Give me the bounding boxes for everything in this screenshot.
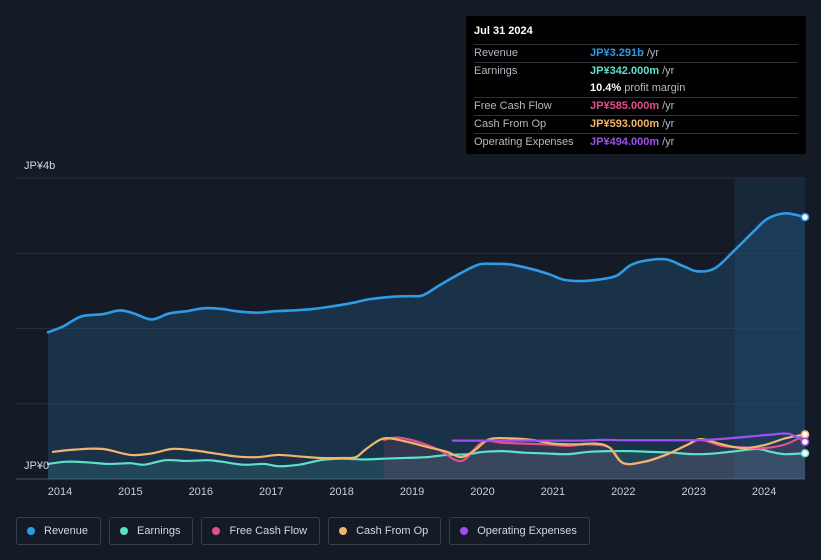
tooltip-value: JP¥3.291b bbox=[590, 47, 644, 59]
tooltip-date: Jul 31 2024 bbox=[474, 24, 798, 45]
series-area-free-cash-flow bbox=[383, 434, 805, 479]
x-tick-label: 2021 bbox=[541, 486, 565, 498]
x-tick-label: 2019 bbox=[400, 486, 424, 498]
legend-dot-icon bbox=[339, 527, 348, 535]
legend-item-free-cash-flow[interactable]: Free Cash Flow bbox=[201, 517, 321, 545]
legend-label: Earnings bbox=[137, 525, 181, 537]
legend-dot-icon bbox=[460, 527, 469, 535]
series-line-revenue bbox=[46, 212, 807, 334]
y-axis-max-label: JP¥4b bbox=[24, 160, 56, 172]
tooltip-row-operating-expenses: Operating Expenses JP¥494.000m /yr bbox=[474, 134, 798, 151]
tooltip-row-cash-from-op: Cash From Op JP¥593.000m /yr bbox=[474, 116, 798, 134]
x-tick-label: 2022 bbox=[611, 486, 635, 498]
y-axis-min-label: JP¥0 bbox=[24, 460, 50, 472]
series-area-revenue bbox=[48, 213, 805, 479]
legend-label: Free Cash Flow bbox=[229, 525, 308, 537]
tooltip-unit: /yr bbox=[646, 47, 660, 59]
legend-label: Operating Expenses bbox=[477, 525, 577, 537]
series-line-operating-expenses bbox=[451, 432, 807, 443]
x-tick-label: 2018 bbox=[329, 486, 353, 498]
tooltip-row-revenue: Revenue JP¥3.291b /yr bbox=[474, 45, 798, 63]
x-tick-label: 2015 bbox=[118, 486, 142, 498]
x-axis: 2014 2015 2016 2017 2018 2019 2020 2021 2022 2023… bbox=[48, 486, 777, 498]
legend-item-cash-from-op[interactable]: Cash From Op bbox=[328, 517, 442, 545]
tooltip-unit: /yr bbox=[662, 118, 675, 130]
legend-dot-icon bbox=[27, 527, 35, 535]
series-endpoint-cash-from-op bbox=[800, 430, 810, 439]
legend-label: Cash From Op bbox=[356, 525, 429, 537]
tooltip-unit: /yr bbox=[662, 100, 675, 112]
series-line-earnings bbox=[46, 447, 807, 468]
tooltip-label bbox=[474, 80, 590, 97]
legend-item-earnings[interactable]: Earnings bbox=[109, 517, 194, 545]
x-tick-label: 2020 bbox=[470, 486, 494, 498]
series-lines bbox=[46, 212, 807, 468]
tooltip-value: JP¥494.000m bbox=[590, 136, 660, 148]
tooltip-label: Revenue bbox=[474, 47, 519, 59]
series-endpoint-earnings bbox=[800, 449, 810, 458]
gridlines bbox=[16, 177, 805, 480]
legend-dot-icon bbox=[120, 527, 129, 535]
series-line-cash-from-op bbox=[51, 433, 807, 466]
tooltip-unit: /yr bbox=[662, 136, 675, 148]
tooltip: Jul 31 2024 Revenue JP¥3.291b /yr Earnin… bbox=[466, 16, 806, 154]
tooltip-label: Free Cash Flow bbox=[474, 100, 552, 112]
legend-item-operating-expenses[interactable]: Operating Expenses bbox=[449, 517, 590, 545]
tooltip-value: JP¥593.000m bbox=[590, 118, 660, 130]
tooltip-label: Earnings bbox=[474, 65, 518, 77]
legend-dot-icon bbox=[212, 527, 221, 535]
tooltip-row-free-cash-flow: Free Cash Flow JP¥585.000m /yr bbox=[474, 98, 798, 116]
series-endpoints bbox=[800, 212, 810, 458]
legend-label: Revenue bbox=[44, 525, 89, 537]
tooltip-row-earnings: Earnings JP¥342.000m /yr bbox=[474, 63, 798, 80]
series-endpoint-revenue bbox=[800, 212, 810, 222]
legend: Revenue Earnings Free Cash Flow Cash Fro… bbox=[16, 517, 590, 545]
tooltip-row-profit-margin: 10.4% profit margin bbox=[474, 80, 798, 98]
tooltip-unit: profit margin bbox=[624, 82, 686, 94]
x-tick-label: 2017 bbox=[259, 486, 283, 498]
series-endpoint-operating-expenses bbox=[800, 437, 810, 447]
x-tick-label: 2014 bbox=[48, 486, 72, 498]
x-tick-label: 2016 bbox=[189, 486, 213, 498]
tooltip-value: JP¥342.000m bbox=[590, 65, 660, 77]
x-tick-label: 2024 bbox=[752, 486, 776, 498]
tooltip-value: JP¥585.000m bbox=[590, 100, 660, 112]
tooltip-value: 10.4% bbox=[590, 82, 622, 94]
tooltip-unit: /yr bbox=[662, 65, 675, 77]
legend-item-revenue[interactable]: Revenue bbox=[16, 517, 102, 545]
tooltip-label: Cash From Op bbox=[474, 118, 547, 130]
tooltip-label: Operating Expenses bbox=[474, 136, 574, 148]
x-tick-label: 2023 bbox=[681, 486, 705, 498]
